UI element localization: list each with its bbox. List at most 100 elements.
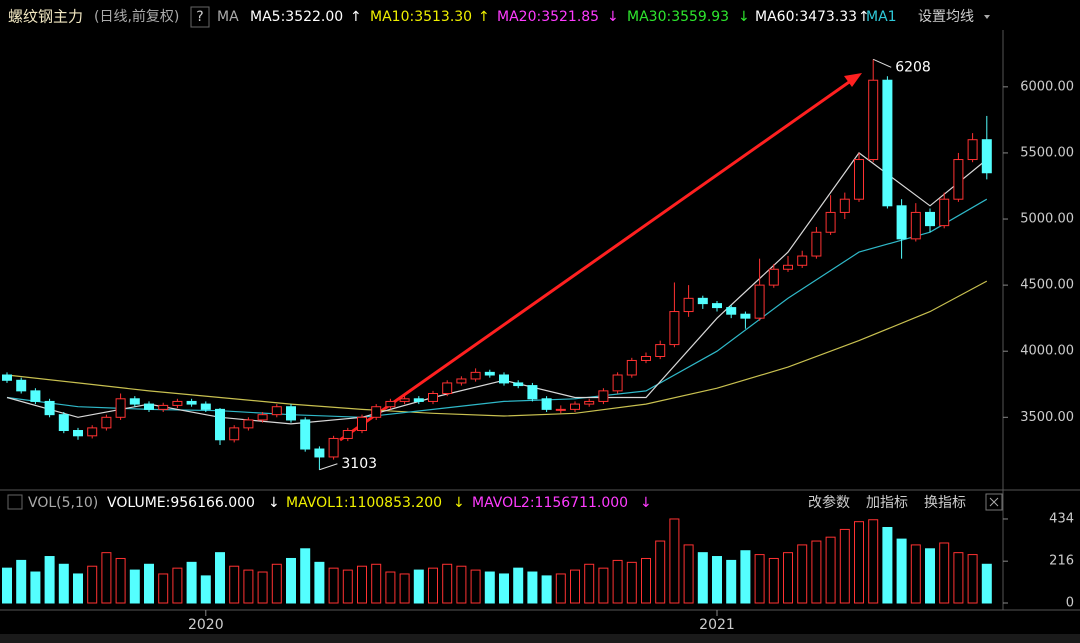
volume-bar bbox=[825, 536, 836, 604]
candle-body bbox=[882, 79, 893, 207]
candle-body bbox=[456, 378, 467, 384]
candle-body bbox=[215, 408, 225, 441]
candle-body bbox=[555, 408, 566, 411]
volume-bar bbox=[641, 557, 651, 604]
volume-bar bbox=[385, 571, 396, 604]
ma-legend: MA20:3521.85 bbox=[497, 9, 599, 25]
ma-line bbox=[6, 280, 988, 417]
candle-body bbox=[697, 297, 708, 305]
y-tick-label: 5500.00 bbox=[1020, 145, 1074, 160]
candle-body bbox=[712, 303, 722, 309]
volume-arrow: ↓ bbox=[640, 495, 652, 511]
volume-bar bbox=[797, 544, 808, 604]
volume-label: VOL(5,10) bbox=[28, 495, 98, 511]
volume-bar bbox=[101, 552, 112, 604]
volume-bar bbox=[527, 571, 538, 604]
candle-body bbox=[357, 416, 367, 432]
candle-body bbox=[754, 284, 765, 319]
candle-body bbox=[87, 427, 98, 437]
volume-bar bbox=[399, 573, 410, 604]
volume-bar bbox=[967, 554, 978, 604]
volume-bar bbox=[910, 544, 921, 604]
candle-body bbox=[783, 264, 793, 270]
candle-body bbox=[570, 403, 580, 410]
indicator-button[interactable]: 加指标 bbox=[866, 495, 908, 511]
close-icon[interactable] bbox=[989, 497, 999, 507]
ma-line bbox=[6, 198, 988, 418]
candle-body bbox=[854, 159, 864, 200]
candle-body bbox=[271, 406, 282, 416]
volume-bar bbox=[243, 569, 254, 604]
candle-body bbox=[413, 398, 424, 402]
candle-body bbox=[186, 400, 197, 405]
volume-bar bbox=[655, 540, 666, 604]
candle-body bbox=[981, 139, 992, 174]
candle-body bbox=[726, 307, 737, 315]
ma-legend: MA60:3473.33 bbox=[755, 9, 857, 25]
ma-arrow: ↑ bbox=[858, 9, 870, 25]
annotation-pointer bbox=[872, 58, 892, 68]
candle-body bbox=[626, 359, 637, 376]
y-tick-label: 3500.00 bbox=[1020, 410, 1074, 425]
volume-bar bbox=[357, 565, 367, 604]
ma-arrow: ↓ bbox=[607, 9, 619, 25]
volume-bar bbox=[584, 563, 595, 604]
volume-bar bbox=[2, 567, 12, 604]
candle-body bbox=[16, 379, 27, 392]
volume-bar bbox=[87, 565, 98, 604]
volume-bar bbox=[669, 518, 680, 604]
volume-bar bbox=[442, 563, 453, 604]
candle-body bbox=[612, 374, 623, 392]
volume-arrow: ↓ bbox=[453, 495, 465, 511]
ma-legend: MA30:3559.93 bbox=[627, 9, 729, 25]
volume-bar bbox=[58, 563, 69, 604]
help-box[interactable] bbox=[190, 6, 210, 28]
volume-y-tick-label: 434 bbox=[1049, 511, 1074, 526]
candle-body bbox=[541, 398, 552, 410]
candle-body bbox=[158, 404, 169, 410]
candle-body bbox=[314, 448, 325, 458]
ma-arrow: ↑ bbox=[350, 9, 362, 25]
candle-body bbox=[399, 398, 410, 402]
volume-bar bbox=[598, 567, 609, 604]
candle-body bbox=[428, 393, 438, 402]
candle-body bbox=[910, 211, 921, 240]
candle-body bbox=[73, 430, 83, 437]
candle-body bbox=[598, 390, 609, 402]
y-tick-label: 4500.00 bbox=[1020, 278, 1074, 293]
candle-body bbox=[385, 400, 396, 408]
candle-body bbox=[683, 297, 694, 313]
volume-bar bbox=[328, 567, 339, 604]
indicator-button[interactable]: 换指标 bbox=[924, 494, 966, 511]
subtitle: (日线,前复权) bbox=[94, 8, 179, 25]
volume-bar bbox=[953, 552, 964, 604]
help[interactable]: ? bbox=[196, 9, 203, 25]
volume-bar bbox=[513, 567, 524, 604]
candle-body bbox=[243, 419, 254, 429]
ma-settings[interactable]: 设置均线 bbox=[918, 9, 974, 25]
volume-bar bbox=[229, 565, 240, 604]
close-box[interactable] bbox=[985, 493, 1003, 511]
candle-body bbox=[939, 198, 950, 227]
volume-bar bbox=[456, 565, 467, 604]
panel-toggle[interactable] bbox=[7, 494, 23, 510]
candle-body bbox=[229, 427, 240, 441]
volume-bar bbox=[215, 552, 225, 604]
candle-body bbox=[257, 414, 268, 421]
candle-body bbox=[442, 382, 453, 395]
volume-bar bbox=[129, 569, 140, 604]
indicator-button[interactable]: 改参数 bbox=[808, 494, 850, 511]
candle-body bbox=[669, 311, 680, 346]
volume-bar bbox=[314, 561, 325, 604]
volume-y-tick-label: 216 bbox=[1049, 554, 1074, 569]
ma-arrow: ↑ bbox=[478, 9, 490, 25]
volume-bar bbox=[697, 552, 708, 604]
candle-body bbox=[286, 406, 296, 421]
annotation: 6208 bbox=[895, 59, 931, 75]
volume-legend: MAVOL2:1156711.000 bbox=[472, 495, 628, 511]
dropdown-icon[interactable] bbox=[984, 15, 990, 19]
candle-body bbox=[953, 159, 964, 200]
volume-bar bbox=[981, 563, 992, 604]
y-tick-label: 5000.00 bbox=[1020, 212, 1074, 227]
ma-legend: MA10:3513.30 bbox=[370, 9, 472, 25]
